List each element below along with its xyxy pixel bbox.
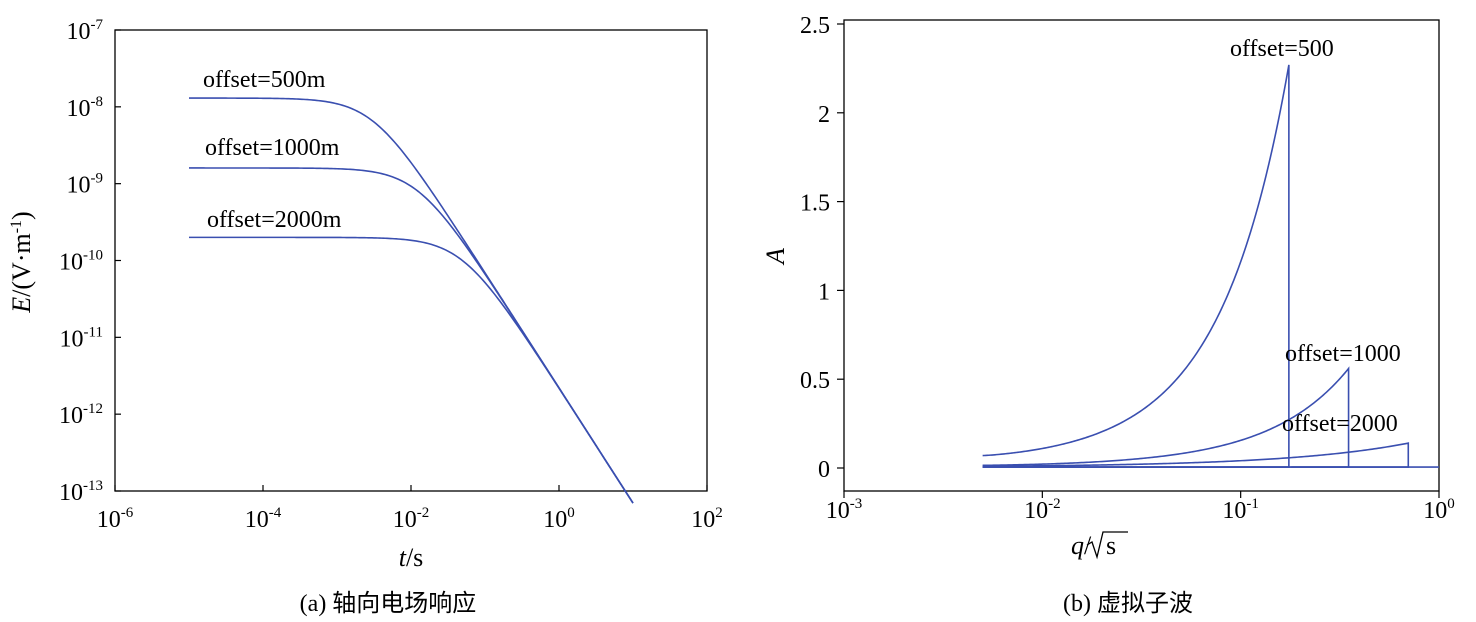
panel-a-x-tick-label: 102 [691,505,723,533]
panel-a-y-tick-label: 10-11 [60,324,103,352]
panel-a-y-tick-label: 10-10 [59,248,103,276]
svg-text:q/: q/ [1071,531,1092,560]
panel-a-x-axis-title: t/s [399,543,424,572]
panel-b-y-tick-label: 0.5 [800,368,830,394]
panel-b-chart: 10-3 10-2 10-1 100 0 0.5 1 1.5 2 2.5 offset=500 o… [761,13,1455,617]
panel-a-y-tick-label: 10-9 [67,171,104,199]
panel-a-x-tick-label: 10-2 [393,505,430,533]
panel-b-x-tick-label: 10-1 [1222,496,1259,524]
panel-b-caption: (b) 虚拟子波 [1063,590,1193,617]
panel-b-series-offset=2000 [982,442,1410,468]
panel-b-x-axis-title: q/ s [1071,531,1128,560]
annotation-offset-1000m: offset=1000m [205,135,340,161]
annotation-offset-500: offset=500 [1230,36,1334,62]
panel-a-y-tick-label: 10-8 [67,94,104,122]
panel-b-plot-frame [843,19,1440,492]
panel-a-y-tick-label: 10-12 [59,401,103,429]
annotation-offset-1000: offset=1000 [1285,341,1401,367]
panel-a-y-tick-label: 10-7 [67,17,104,45]
panel-b-series-offset=1000 [982,366,1350,468]
panel-b-y-tick-label: 1 [818,279,830,305]
panel-a-series-offset=2000m [189,236,634,504]
panel-a-chart: 10-6 10-4 10-2 100 102 10-13 10-12 10-11 10-10 10… [7,17,723,617]
panel-b-y-tick-label: 2.5 [800,13,830,39]
panel-a-y-tick-label: 10-13 [59,478,103,506]
panel-b-y-tick-label: 2 [818,102,830,128]
panel-b-y-axis-title: A [761,248,790,266]
annotation-offset-2000: offset=2000 [1282,411,1398,437]
panel-b-y-tick-label: 0 [818,457,830,483]
panel-a-caption: (a) 轴向电场响应 [300,590,477,617]
panel-a-x-tick-label: 10-4 [245,505,282,533]
panel-a-y-axis-title: E/(V·m-1) [7,211,36,313]
svg-text:s: s [1106,531,1116,560]
panel-a-x-tick-label: 10-6 [97,505,134,533]
panel-b-series-offset=500 [982,64,1290,468]
panel-b-y-tick-label: 1.5 [800,191,830,217]
panel-b-x-tick-label: 10-3 [826,496,863,524]
panel-b-x-tick-label: 10-2 [1024,496,1061,524]
panel-a-x-tick-label: 100 [543,505,575,533]
panel-a-plot-frame [114,29,708,492]
panel-b-x-tick-label: 100 [1423,496,1455,524]
annotation-offset-2000m: offset=2000m [207,207,342,233]
annotation-offset-500m: offset=500m [203,67,326,93]
